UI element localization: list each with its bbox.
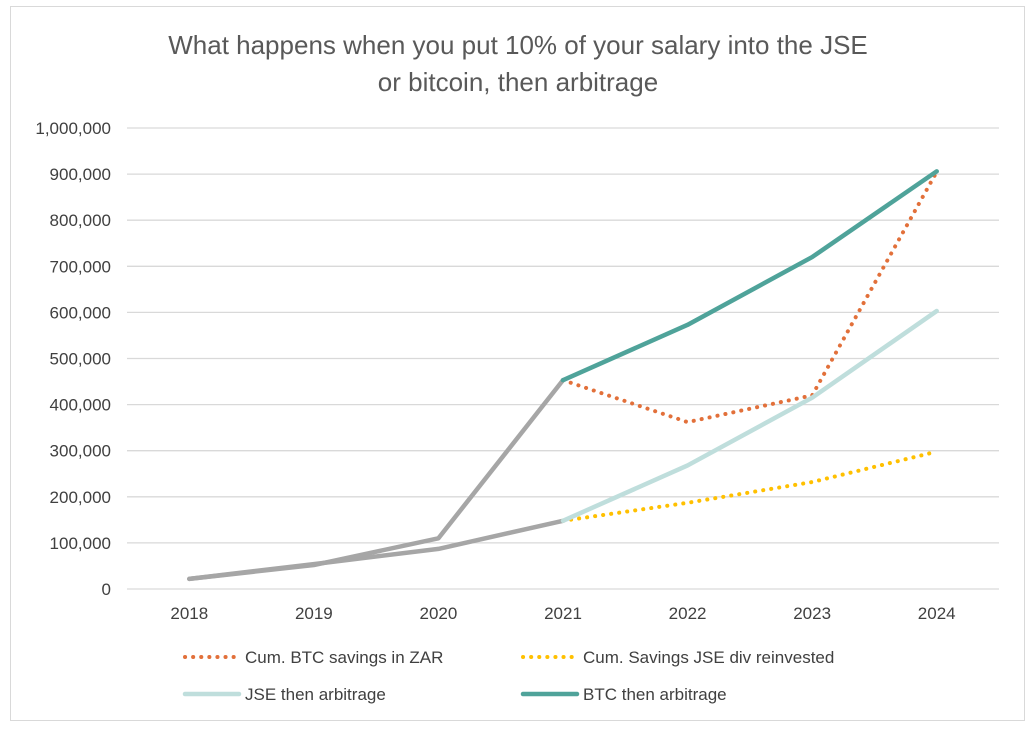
series-line <box>560 169 939 383</box>
chart-frame: What happens when you put 10% of your sa… <box>10 6 1025 721</box>
gridlines <box>127 127 999 590</box>
chart-title-line-2: or bitcoin, then arbitrage <box>378 67 658 97</box>
legend-label: JSE then arbitrage <box>245 685 386 704</box>
x-tick-label: 2018 <box>170 604 208 623</box>
y-tick-label: 1,000,000 <box>35 119 111 138</box>
y-axis-tick-labels: 0 100,000 200,000 300,000 400,000 500,000 600,… <box>35 119 111 599</box>
x-tick-label: 2023 <box>793 604 831 623</box>
x-tick-label: 2022 <box>669 604 707 623</box>
y-tick-label: 500,000 <box>50 350 111 369</box>
y-tick-label: 400,000 <box>50 396 111 415</box>
y-tick-label: 300,000 <box>50 442 111 461</box>
x-axis-tick-labels: 2018 2019 2020 2021 2022 2023 2024 <box>170 604 955 623</box>
chart-title-line-1: What happens when you put 10% of your sa… <box>168 30 868 60</box>
y-tick-label: 800,000 <box>50 211 111 230</box>
y-tick-label: 200,000 <box>50 488 111 507</box>
series-line <box>560 308 939 524</box>
series-line <box>187 377 566 582</box>
x-tick-label: 2020 <box>420 604 458 623</box>
series-lines <box>187 169 939 582</box>
y-tick-label: 0 <box>102 580 111 599</box>
y-tick-label: 900,000 <box>50 165 111 184</box>
x-tick-label: 2021 <box>544 604 582 623</box>
legend: Cum. BTC savings in ZAR Cum. Savings JSE … <box>182 648 834 704</box>
y-tick-label: 100,000 <box>50 534 111 553</box>
x-tick-label: 2019 <box>295 604 333 623</box>
chart-title: What happens when you put 10% of your sa… <box>168 30 868 97</box>
legend-label: Cum. BTC savings in ZAR <box>245 648 443 667</box>
x-tick-label: 2024 <box>918 604 956 623</box>
series-line <box>561 169 939 425</box>
series-line <box>561 449 939 523</box>
y-tick-label: 600,000 <box>50 303 111 322</box>
legend-label: Cum. Savings JSE div reinvested <box>583 648 834 667</box>
legend-label: BTC then arbitrage <box>583 685 727 704</box>
series-line <box>187 518 566 582</box>
line-chart: What happens when you put 10% of your sa… <box>35 30 999 704</box>
y-tick-label: 700,000 <box>50 257 111 276</box>
